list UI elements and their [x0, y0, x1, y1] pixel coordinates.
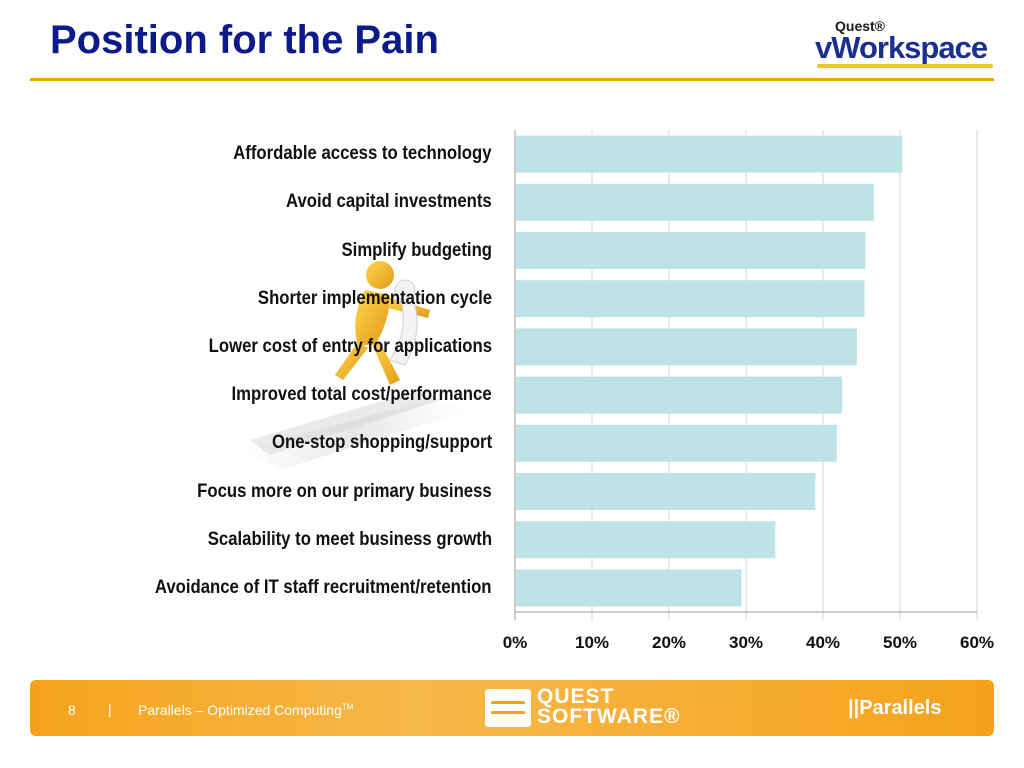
- bar: [516, 376, 843, 414]
- x-tick-label: 10%: [574, 633, 610, 652]
- quest-logo-text: QUEST SOFTWARE®: [537, 685, 681, 728]
- bar: [516, 183, 874, 221]
- category-label: Lower cost of entry for applications: [170, 336, 492, 358]
- category-label-text: Improved total cost/performance: [231, 384, 492, 406]
- bar: [516, 232, 866, 269]
- category-label: Affordable access to technology: [198, 143, 492, 165]
- logo-vworkspace-text: vWorkspace: [815, 30, 988, 65]
- category-label: Focus more on our primary business: [157, 481, 492, 503]
- category-label-text: Avoidance of IT staff recruitment/retent…: [155, 576, 492, 598]
- category-label: Simplify budgeting: [321, 240, 492, 262]
- trademark-mark: TM: [341, 702, 354, 712]
- category-label: Scalability to meet business growth: [169, 529, 492, 551]
- x-tick-label: 30%: [728, 633, 764, 652]
- quest-line-1: QUEST: [537, 685, 615, 708]
- category-label-text: Affordable access to technology: [233, 143, 492, 165]
- bar: [516, 280, 865, 318]
- title-divider: [30, 78, 994, 81]
- category-label-text: Shorter implementation cycle: [257, 287, 492, 309]
- parallels-logo: ||Parallels: [848, 697, 942, 719]
- figure-jumping-illustration: [240, 261, 470, 470]
- category-label-text: Avoid capital investments: [286, 191, 492, 213]
- category-label: Improved total cost/performance: [196, 384, 492, 406]
- logo-swoosh: [817, 64, 993, 68]
- category-label-text: Focus more on our primary business: [197, 480, 492, 502]
- category-label-text: One-stop shopping/support: [271, 432, 492, 454]
- bar: [516, 328, 857, 366]
- category-label: Shorter implementation cycle: [226, 288, 492, 310]
- logo-quest-text: Quest®: [835, 18, 885, 34]
- quest-software-logo: QUEST SOFTWARE®: [485, 685, 715, 731]
- category-label-text: Simplify budgeting: [341, 239, 492, 261]
- bar: [516, 424, 837, 462]
- vworkspace-logo: Quest® vWorkspace: [815, 18, 995, 70]
- x-tick-label: 40%: [805, 633, 841, 652]
- category-label-text: Scalability to meet business growth: [207, 528, 492, 550]
- bar: [516, 135, 903, 173]
- footer-company-text: Parallels – Optimized Computing: [138, 702, 342, 718]
- page-number: 8: [68, 702, 76, 718]
- x-tick-label: 0%: [502, 633, 528, 652]
- bar-chart: [514, 130, 978, 620]
- slide-title: Position for the Pain: [50, 18, 439, 62]
- bar: [516, 569, 742, 607]
- footer-bar: 8 | Parallels – Optimized ComputingTM QU…: [30, 680, 994, 736]
- category-label: Avoid capital investments: [258, 191, 492, 213]
- category-label: One-stop shopping/support: [242, 432, 492, 454]
- quest-line-2: SOFTWARE®: [537, 705, 681, 728]
- footer-company: Parallels – Optimized ComputingTM: [138, 702, 353, 718]
- bar: [516, 521, 776, 559]
- quest-mark-icon: [485, 689, 531, 727]
- x-tick-label: 50%: [882, 633, 918, 652]
- footer-separator: |: [108, 701, 112, 717]
- category-label: Avoidance of IT staff recruitment/retent…: [109, 577, 492, 599]
- category-label-text: Lower cost of entry for applications: [208, 335, 492, 357]
- bar: [516, 473, 816, 510]
- x-tick-label: 20%: [651, 633, 687, 652]
- x-tick-label: 60%: [959, 633, 995, 652]
